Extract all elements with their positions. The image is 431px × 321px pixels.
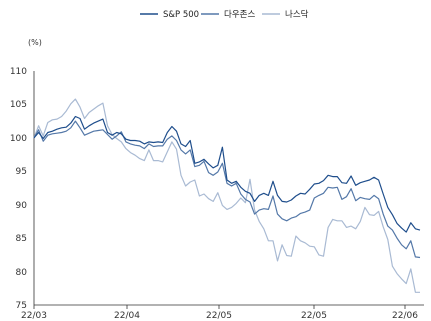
legend-item-dow: 다우존스: [201, 10, 255, 20]
legend-label-nasdaq: 나스닥: [285, 9, 309, 20]
x-tick-label: 22/06: [392, 311, 418, 321]
y-tick-label: 85: [16, 234, 27, 244]
y-tick-label: 90: [16, 201, 28, 211]
legend-label-dow: 다우존스: [224, 10, 255, 20]
series-line-dow: [33, 120, 421, 259]
y-tick-label: 105: [10, 100, 27, 110]
y-tick-label: 110: [10, 67, 27, 77]
y-axis-unit-label: (%): [28, 38, 42, 47]
legend-item-nasdaq: 나스닥: [262, 9, 309, 20]
series-line-nasdaq: [33, 98, 420, 293]
y-tick-label: 100: [10, 134, 27, 144]
y-tick-label: 95: [16, 167, 27, 177]
x-tick-label: 22/03: [21, 311, 47, 321]
y-ticks: 75 80 85 90 95 100 105 110: [10, 67, 27, 311]
legend: S&P 500 다우존스 나스닥: [140, 9, 309, 20]
x-ticks: 22/03 22/04 22/05 22/05 22/06: [21, 311, 418, 321]
series-lines: [33, 98, 421, 293]
x-tick-marks: [33, 305, 406, 309]
series-line-sp500: [33, 115, 421, 233]
x-tick-label: 22/05: [206, 311, 232, 321]
y-tick-label: 75: [16, 301, 27, 311]
legend-label-sp500: S&P 500: [163, 10, 199, 20]
x-tick-label: 22/04: [114, 311, 140, 321]
y-tick-label: 80: [16, 268, 28, 278]
legend-item-sp500: S&P 500: [140, 10, 199, 20]
x-tick-label: 22/05: [301, 311, 327, 321]
